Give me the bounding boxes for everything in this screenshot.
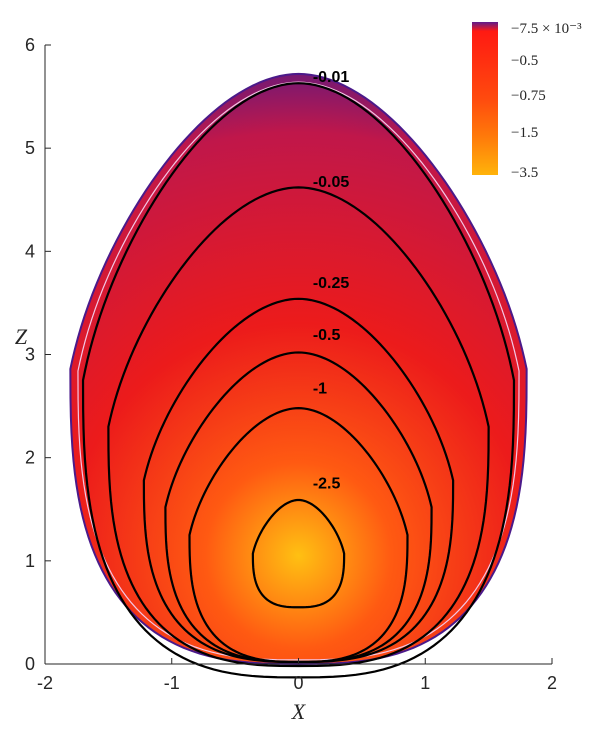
contour-label: -0.05 — [313, 174, 350, 191]
colorbar-label-layer: −7.5 × 10⁻³ −0.5 −0.75 −1.5 −3.5 — [511, 21, 582, 181]
y-tick-layer: 0 1 2 3 4 5 6 — [25, 35, 51, 674]
y-tick-label: 4 — [25, 241, 35, 261]
field-boundary — [69, 72, 528, 666]
colorbar-strip — [472, 22, 498, 175]
x-tick-label: 0 — [293, 673, 303, 693]
contour-label: -1 — [313, 380, 327, 397]
colorbar-tick-label: −3.5 — [511, 165, 538, 181]
contour-line — [251, 498, 346, 609]
contour-label-layer: -0.01 -0.05 -0.25 -0.5 -1 -2.5 — [313, 69, 350, 492]
contour-line — [142, 297, 455, 664]
x-tick-label: 2 — [547, 673, 557, 693]
field-layer — [69, 72, 528, 666]
contour-line — [81, 82, 516, 679]
y-tick-label: 0 — [25, 654, 35, 674]
field-region — [70, 73, 527, 664]
x-tick-label: -2 — [37, 673, 53, 693]
contour-line — [188, 407, 409, 664]
colorbar-tick-label: −0.75 — [511, 88, 546, 104]
contour-label: -2.5 — [313, 475, 341, 492]
y-axis-label: Z — [15, 324, 28, 349]
contour-label: -0.25 — [313, 275, 350, 292]
colorbar: −7.5 × 10⁻³ −0.5 −0.75 −1.5 −3.5 — [472, 21, 582, 181]
y-tick-label: 2 — [25, 448, 35, 468]
x-tick-layer: -2 -1 0 1 2 — [37, 658, 557, 693]
contour-line — [107, 186, 490, 668]
y-tick-label: 1 — [25, 551, 35, 571]
y-tick-label: 3 — [25, 345, 35, 365]
x-tick-label: 1 — [420, 673, 430, 693]
field-rim — [77, 81, 520, 661]
contour-label: -0.01 — [313, 69, 350, 86]
y-tick-label: 5 — [25, 138, 35, 158]
contour-line — [164, 351, 433, 664]
y-tick-label: 6 — [25, 35, 35, 55]
colorbar-tick-label: −7.5 × 10⁻³ — [511, 21, 582, 37]
contour-label: -0.5 — [313, 327, 341, 344]
colorbar-tick-label: −1.5 — [511, 125, 538, 141]
x-axis-label: X — [291, 699, 307, 724]
contour-layer — [81, 82, 516, 679]
x-tick-label: -1 — [164, 673, 180, 693]
colorbar-tick-label: −0.5 — [511, 53, 538, 69]
